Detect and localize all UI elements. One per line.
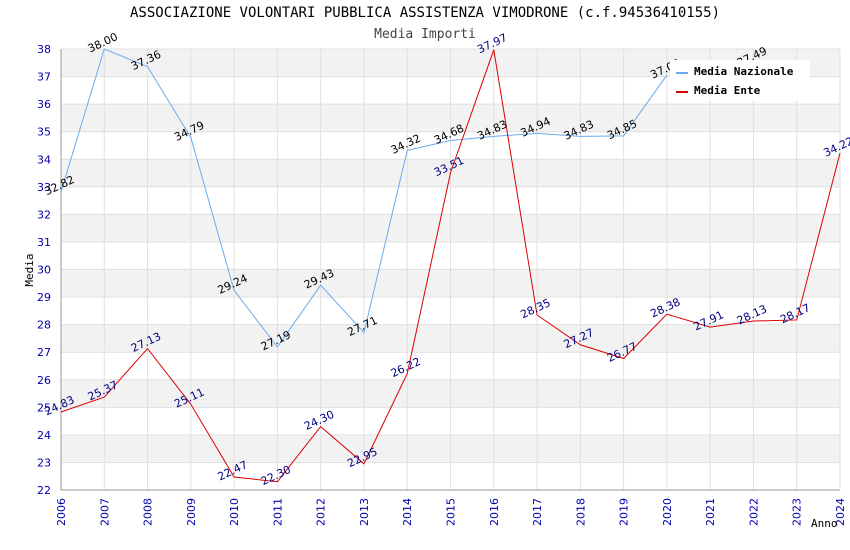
x-tick-label: 2017	[531, 498, 544, 526]
series-line-ente	[60, 49, 841, 483]
x-tick-label: 2022	[747, 498, 760, 526]
y-axis-label: Media	[23, 253, 36, 286]
x-tick-label: 2009	[185, 498, 198, 526]
y-tick-label: 26	[37, 374, 51, 387]
y-tick-label: 31	[37, 236, 51, 249]
data-label: 28.13	[735, 302, 769, 327]
y-tick-label: 38	[37, 43, 51, 56]
y-tick-label: 22	[37, 484, 51, 497]
x-tick-label: 2024	[834, 498, 847, 526]
y-tick-label: 30	[37, 264, 51, 277]
tick-labels: 22 23 24 25 26 27 28 29 30 31 32 33 34 35 36 37 38 2006 20…	[37, 43, 847, 526]
data-label: 34.32	[389, 132, 423, 157]
y-tick-label: 28	[37, 319, 51, 332]
x-tick-label: 2011	[271, 498, 284, 526]
y-tick-label: 27	[37, 346, 51, 359]
legend-box	[670, 60, 810, 100]
x-tick-label: 2020	[661, 498, 674, 526]
series-lines	[60, 48, 841, 483]
legend-label-nazionale: Media Nazionale	[694, 65, 794, 78]
x-axis-label: Anno	[811, 517, 838, 530]
y-tick-label: 34	[37, 153, 51, 166]
chart-subtitle: Media Importi	[374, 27, 476, 42]
x-tick-label: 2010	[228, 498, 241, 526]
x-tick-label: 2021	[704, 498, 717, 526]
series-line-nazionale	[60, 48, 668, 348]
x-tick-label: 2018	[574, 498, 587, 526]
y-tick-label: 29	[37, 291, 51, 304]
x-tick-label: 2023	[791, 498, 804, 526]
y-tick-label: 25	[37, 401, 51, 414]
x-tick-label: 2007	[98, 498, 111, 526]
y-tick-label: 32	[37, 208, 51, 221]
data-label: 34.22	[821, 134, 850, 159]
y-tick-label: 23	[37, 456, 51, 469]
y-tick-label: 33	[37, 181, 51, 194]
x-tick-label: 2019	[618, 498, 631, 526]
data-label: 24.83	[42, 393, 76, 418]
legend-label-ente: Media Ente	[694, 84, 761, 97]
y-tick-label: 36	[37, 98, 51, 111]
y-tick-label: 37	[37, 71, 51, 84]
x-tick-label: 2016	[488, 498, 501, 526]
x-tick-label: 2006	[55, 498, 68, 526]
x-tick-label: 2012	[315, 498, 328, 526]
data-label: 28.35	[519, 296, 553, 321]
x-tick-label: 2008	[142, 498, 155, 526]
data-label: 22.30	[259, 463, 293, 488]
legend: Media Nazionale Media Ente	[670, 60, 810, 100]
chart-title: ASSOCIAZIONE VOLONTARI PUBBLICA ASSISTEN…	[129, 5, 720, 21]
y-tick-label: 35	[37, 126, 51, 139]
y-tick-label: 24	[37, 429, 51, 442]
x-tick-label: 2015	[445, 498, 458, 526]
data-label: 32.82	[42, 173, 76, 198]
axes	[60, 49, 840, 491]
data-label: 28.17	[778, 301, 812, 326]
x-tick-label: 2014	[401, 498, 414, 526]
x-tick-label: 2013	[358, 498, 371, 526]
